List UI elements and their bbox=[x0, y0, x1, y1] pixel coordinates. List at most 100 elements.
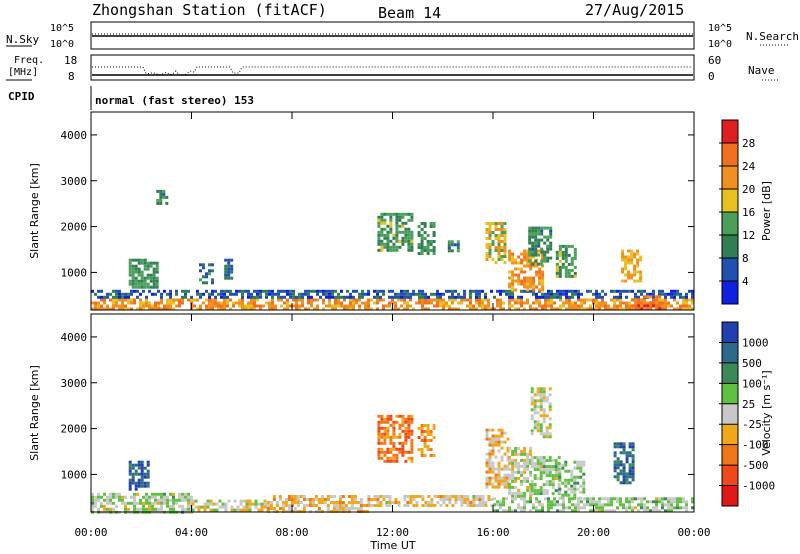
power-cell bbox=[487, 307, 490, 311]
power-cell bbox=[497, 246, 501, 249]
velocity-cell bbox=[539, 405, 543, 409]
velocity-cell bbox=[553, 497, 556, 501]
power-cell bbox=[277, 295, 280, 299]
power-cell bbox=[211, 298, 214, 302]
power-cell bbox=[370, 307, 373, 311]
velocity-cell bbox=[564, 463, 568, 467]
power-cell bbox=[427, 298, 430, 302]
velocity-cell bbox=[530, 390, 534, 394]
power-cell bbox=[229, 292, 232, 296]
velocity-cell bbox=[533, 474, 537, 478]
power-cell bbox=[520, 282, 524, 286]
power-cell bbox=[543, 241, 547, 245]
velocity-cell bbox=[523, 506, 526, 510]
power-cell bbox=[163, 289, 166, 293]
velocity-cell bbox=[377, 441, 381, 445]
power-cell bbox=[628, 289, 631, 293]
velocity-cell bbox=[146, 472, 150, 476]
velocity-cell bbox=[367, 498, 371, 501]
power-cell bbox=[496, 298, 499, 302]
velocity-cell bbox=[582, 463, 586, 467]
power-cell bbox=[451, 289, 454, 293]
power-cell bbox=[491, 240, 495, 243]
velocity-cell bbox=[404, 450, 408, 454]
velocity-cell bbox=[380, 426, 384, 430]
velocity-cell bbox=[106, 501, 109, 505]
power-cell bbox=[358, 307, 361, 311]
power-cell bbox=[546, 250, 550, 254]
power-cell bbox=[286, 301, 289, 305]
velocity-cell bbox=[539, 426, 543, 430]
power-cell bbox=[636, 270, 640, 274]
power-cell bbox=[640, 304, 644, 308]
power-cell bbox=[423, 222, 427, 225]
velocity-cell bbox=[115, 495, 118, 499]
velocity-cell bbox=[314, 495, 318, 498]
velocity-cell bbox=[511, 464, 515, 468]
power-cell bbox=[502, 289, 505, 293]
power-cell bbox=[383, 242, 387, 246]
power-cell bbox=[383, 245, 387, 249]
power-cell bbox=[127, 292, 130, 296]
velocity-cell bbox=[209, 508, 213, 512]
velocity-cell bbox=[691, 497, 694, 501]
velocity-cell bbox=[523, 497, 526, 501]
power-cell bbox=[410, 242, 414, 246]
power-cell bbox=[475, 292, 478, 296]
velocity-cell bbox=[407, 414, 411, 418]
velocity-cell bbox=[410, 417, 414, 421]
velocity-cell bbox=[103, 507, 106, 511]
power-cell bbox=[235, 301, 238, 305]
velocity-cell bbox=[284, 501, 288, 504]
velocity-cell bbox=[491, 467, 495, 471]
velocity-cell bbox=[305, 498, 309, 501]
power-cell bbox=[546, 226, 550, 230]
velocity-cell bbox=[523, 503, 526, 507]
power-cell bbox=[607, 307, 610, 311]
power-cell bbox=[447, 246, 451, 250]
power-cell bbox=[140, 282, 144, 286]
power-cell bbox=[494, 222, 498, 225]
power-cell bbox=[139, 304, 142, 308]
velocity-cell bbox=[146, 460, 150, 464]
velocity-cell bbox=[373, 504, 377, 507]
power-cell bbox=[688, 289, 691, 293]
velocity-cell bbox=[410, 438, 414, 442]
power-cell bbox=[535, 295, 538, 299]
power-cell bbox=[361, 301, 364, 305]
power-cell bbox=[625, 301, 628, 305]
power-cell bbox=[418, 289, 421, 293]
power-cell bbox=[523, 249, 527, 253]
velocity-cell bbox=[426, 433, 430, 436]
power-cell bbox=[546, 238, 550, 242]
velocity-cell bbox=[427, 495, 431, 498]
velocity-cell bbox=[652, 506, 655, 510]
power-cell bbox=[410, 245, 414, 249]
velocity-cell bbox=[407, 435, 411, 439]
velocity-cell bbox=[140, 478, 144, 482]
velocity-cell bbox=[137, 472, 141, 476]
power-cell bbox=[508, 295, 511, 299]
power-cell bbox=[549, 244, 553, 248]
velocity-cell bbox=[377, 429, 381, 433]
power-cell bbox=[112, 289, 115, 293]
velocity-cell bbox=[533, 423, 537, 427]
power-cell bbox=[392, 248, 396, 252]
power-cell bbox=[143, 282, 147, 286]
power-cell bbox=[433, 304, 436, 308]
power-cell bbox=[157, 304, 160, 308]
power-cell bbox=[202, 301, 205, 305]
power-cell bbox=[478, 295, 481, 299]
power-cell bbox=[508, 301, 511, 305]
velocity-cell bbox=[619, 445, 623, 449]
velocity-cell bbox=[533, 402, 537, 406]
power-cell bbox=[682, 304, 685, 308]
velocity-cell bbox=[530, 402, 534, 406]
power-cell bbox=[131, 258, 135, 262]
power-cell bbox=[205, 298, 208, 302]
velocity-cell bbox=[550, 506, 553, 510]
power-cell bbox=[283, 295, 286, 299]
velocity-cell bbox=[184, 492, 187, 496]
velocity-cell bbox=[140, 466, 144, 470]
